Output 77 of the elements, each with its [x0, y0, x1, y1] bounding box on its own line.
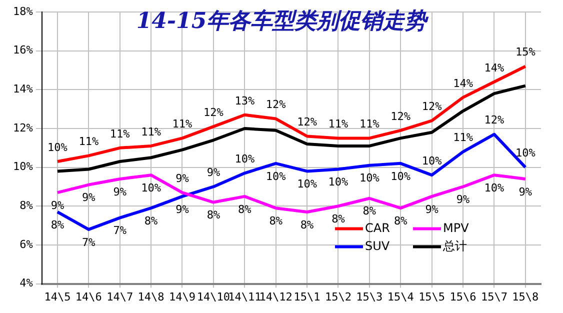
- y-tick-label: 4%: [20, 276, 34, 290]
- data-label: 10%: [328, 176, 349, 189]
- x-tick-label: 15\1: [294, 290, 320, 304]
- data-label: 10%: [48, 140, 68, 154]
- y-tick-label: 12%: [12, 121, 34, 134]
- data-label: 11%: [328, 118, 349, 131]
- data-label: 8%: [332, 212, 346, 226]
- data-label: 12%: [204, 106, 224, 119]
- data-label: 9%: [425, 202, 439, 216]
- x-tick-label: 14\10: [196, 290, 230, 304]
- data-label: 10%: [484, 181, 505, 194]
- x-tick-label: 15\3: [356, 290, 383, 304]
- data-label: 9%: [456, 193, 470, 206]
- data-label: 7%: [82, 236, 96, 249]
- data-label: 10%: [297, 178, 318, 191]
- data-label: 12%: [422, 100, 442, 114]
- data-label: 8%: [206, 208, 220, 222]
- data-label: 10%: [234, 152, 255, 166]
- data-label: 12%: [390, 110, 411, 123]
- data-label: 9%: [176, 172, 190, 185]
- data-label: 14%: [484, 61, 505, 74]
- x-tick-label: 14\8: [138, 290, 164, 304]
- data-label: 9%: [82, 191, 96, 204]
- y-tick-label: 10%: [12, 160, 34, 174]
- y-tick-label: 6%: [20, 238, 34, 251]
- x-tick-label: 15\8: [512, 290, 539, 304]
- x-tick-label: 15\7: [480, 290, 508, 304]
- data-label: 12%: [266, 98, 286, 112]
- data-label: 12%: [297, 116, 318, 129]
- data-label: 8%: [394, 214, 408, 228]
- data-label: 10%: [141, 181, 162, 194]
- data-label: 8%: [300, 218, 314, 232]
- y-tick-label: 16%: [12, 44, 34, 57]
- data-label: 9%: [113, 185, 127, 198]
- x-tick-label: 14\7: [106, 290, 134, 304]
- x-tick-label: 14\6: [75, 290, 102, 304]
- x-tick-label: 14\5: [44, 290, 71, 304]
- data-label: 10%: [422, 154, 442, 168]
- data-label: 14%: [453, 76, 474, 90]
- legend-label: SUV: [365, 238, 390, 253]
- data-label: 9%: [50, 198, 64, 212]
- x-tick-label: 14\11: [228, 290, 262, 304]
- legend-label: 总计: [442, 238, 467, 253]
- legend-label: MPV: [443, 220, 470, 235]
- data-label: 11%: [110, 127, 130, 140]
- data-label: 11%: [78, 135, 99, 148]
- y-tick-label: 14%: [12, 82, 34, 96]
- data-label: 8%: [50, 218, 64, 232]
- data-label: 13%: [234, 94, 255, 108]
- data-label: 11%: [172, 118, 193, 131]
- x-tick-label: 15\5: [418, 290, 446, 304]
- x-tick-label: 14\9: [169, 290, 196, 304]
- data-label: 8%: [362, 204, 376, 218]
- chart-title: 14-15年各车型类别促销走势: [136, 8, 427, 34]
- x-tick-label: 15\2: [324, 290, 352, 304]
- data-label: 10%: [515, 146, 536, 160]
- data-label: 9%: [206, 166, 220, 180]
- data-label: 9%: [518, 185, 532, 198]
- data-label: 10%: [359, 172, 380, 185]
- data-label: 11%: [141, 125, 162, 138]
- data-label: 10%: [390, 170, 411, 183]
- data-label: 7%: [113, 224, 127, 238]
- data-label: 9%: [176, 202, 190, 216]
- x-tick-label: 15\6: [450, 290, 476, 304]
- data-label: 11%: [453, 131, 474, 144]
- data-label: 8%: [238, 202, 252, 216]
- legend-label: CAR: [365, 220, 390, 235]
- x-tick-label: 15\4: [387, 290, 414, 304]
- y-tick-label: 8%: [20, 199, 34, 212]
- data-label: 8%: [144, 214, 158, 228]
- data-label: 15%: [515, 46, 536, 59]
- y-tick-label: 18%: [12, 4, 34, 18]
- data-label: 8%: [269, 214, 283, 228]
- x-tick-label: 14\12: [259, 290, 292, 304]
- data-label: 12%: [484, 114, 505, 127]
- data-label: 11%: [359, 118, 380, 131]
- data-label: 10%: [266, 170, 286, 183]
